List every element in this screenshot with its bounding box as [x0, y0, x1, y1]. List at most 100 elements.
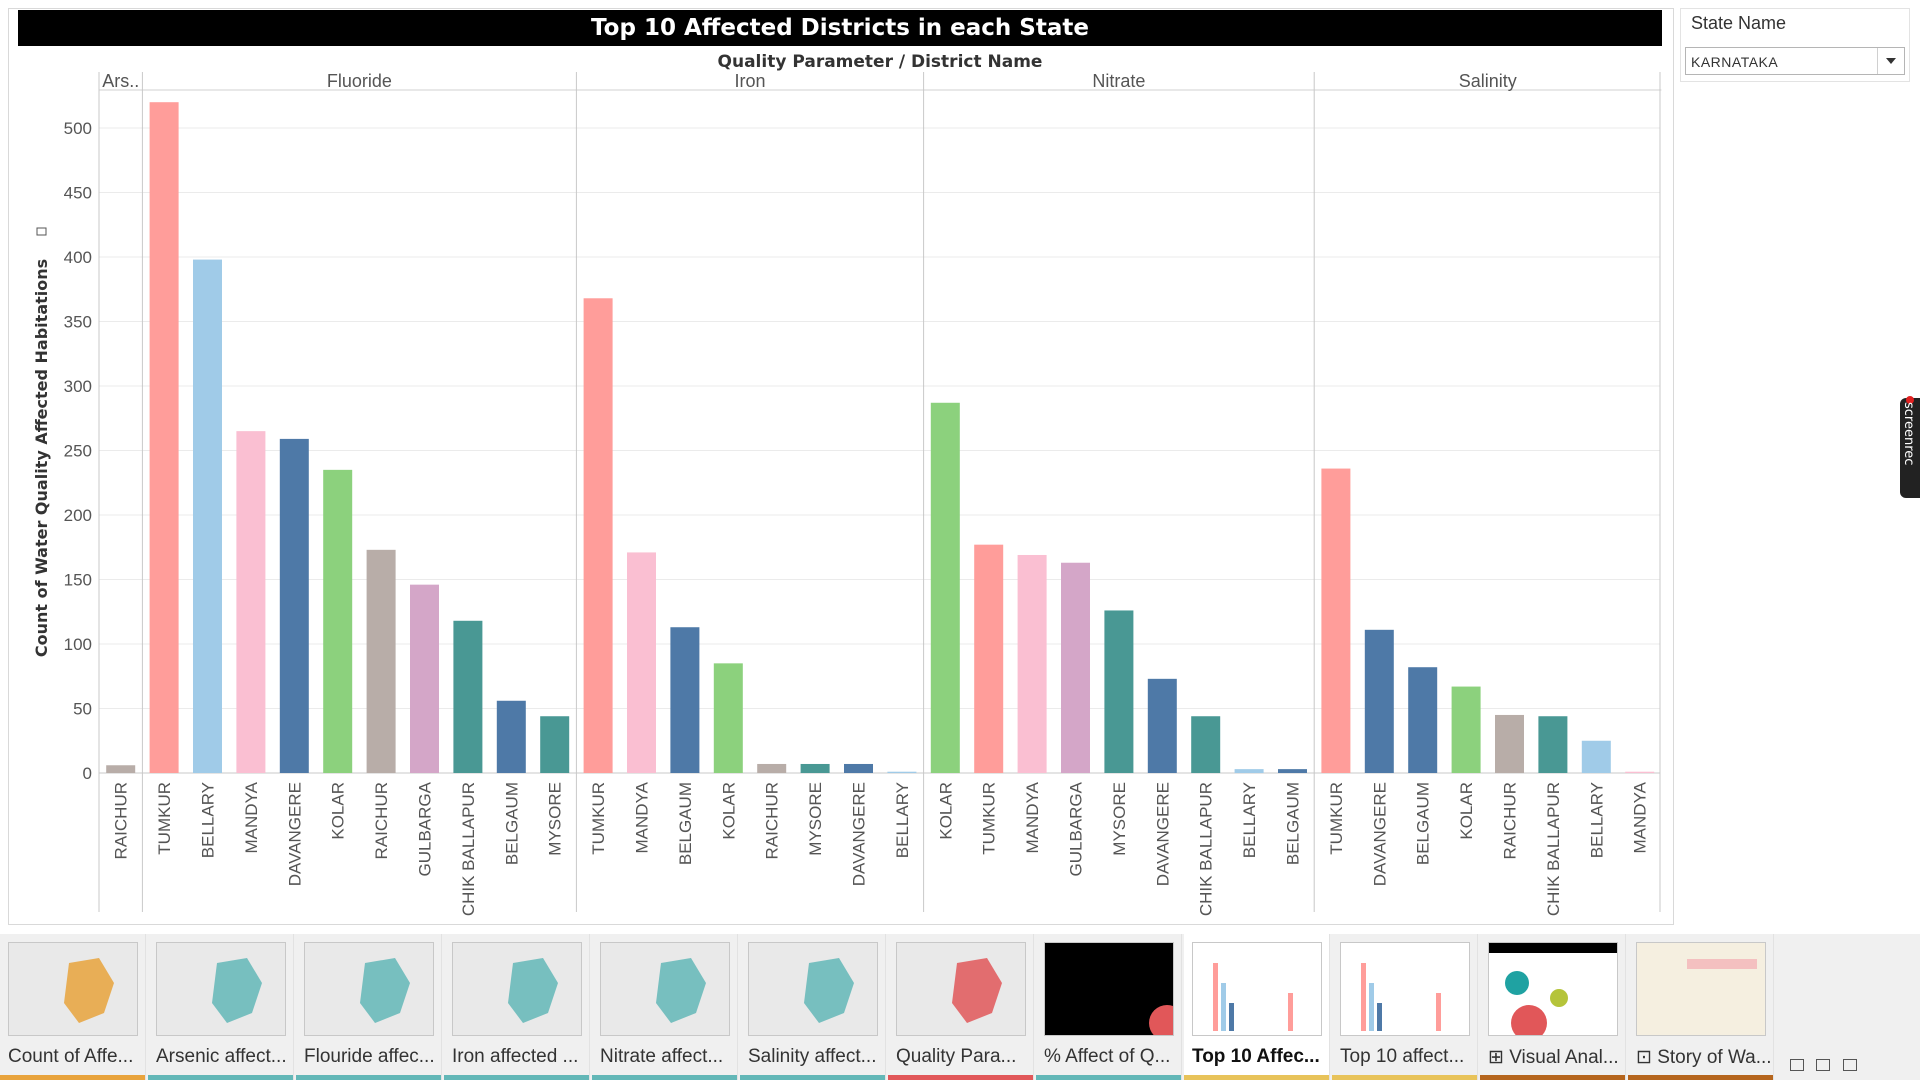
- panel-header: Ars..: [102, 71, 139, 91]
- bar[interactable]: [1321, 468, 1351, 773]
- bar[interactable]: [236, 431, 266, 773]
- bar[interactable]: [583, 298, 613, 773]
- x-tick-label: MYSORE: [546, 782, 565, 856]
- bar[interactable]: [670, 627, 700, 773]
- x-tick-label: BELGAUM: [1284, 782, 1303, 865]
- bar[interactable]: [1104, 610, 1134, 773]
- x-tick-label: MANDYA: [1023, 781, 1042, 853]
- bar[interactable]: [1017, 554, 1047, 773]
- sheet-tab-label: Top 10 affect...: [1340, 1046, 1465, 1067]
- sheet-tab-label: Arsenic affect...: [156, 1046, 287, 1067]
- sheet-thumbnail: [8, 942, 138, 1036]
- x-tick-label: BELLARY: [199, 782, 218, 858]
- bar[interactable]: [149, 102, 179, 773]
- x-tick-label: TUMKUR: [980, 782, 999, 855]
- sheet-tab-label: Salinity affect...: [748, 1046, 877, 1067]
- bar[interactable]: [540, 716, 570, 773]
- panel-header: Fluoride: [327, 71, 392, 91]
- bar[interactable]: [1408, 667, 1438, 773]
- bar[interactable]: [1364, 629, 1394, 773]
- sheet-thumbnail: [304, 942, 434, 1036]
- x-tick-label: MYSORE: [1110, 782, 1129, 856]
- sheet-tab[interactable]: Quality Para...: [888, 934, 1034, 1080]
- bar[interactable]: [627, 552, 656, 773]
- sheet-tab[interactable]: ⊞ Visual Anal...: [1480, 934, 1626, 1080]
- bar[interactable]: [193, 259, 222, 774]
- x-tick-label: BELGAUM: [676, 782, 695, 865]
- sheet-tab[interactable]: Arsenic affect...: [148, 934, 294, 1080]
- x-header-label: Quality Parameter / District Name: [718, 52, 1043, 72]
- view-controls: [1790, 1058, 1918, 1078]
- x-tick-label: BELLARY: [1587, 782, 1606, 858]
- bar[interactable]: [974, 544, 1004, 773]
- bar[interactable]: [1147, 678, 1177, 773]
- x-tick-label: DAVANGERE: [850, 782, 869, 886]
- bar[interactable]: [1581, 740, 1611, 773]
- sheet-tab[interactable]: Flouride affec...: [296, 934, 442, 1080]
- sheet-tab-label: % Affect of Q...: [1044, 1046, 1171, 1067]
- bar[interactable]: [930, 402, 960, 773]
- screenrec-label: screenrec: [1901, 402, 1916, 466]
- bar[interactable]: [453, 620, 483, 773]
- bar[interactable]: [496, 700, 526, 773]
- x-tick-label: MANDYA: [242, 781, 261, 853]
- sheet-tab[interactable]: % Affect of Q...: [1036, 934, 1182, 1080]
- sheet-tab[interactable]: Top 10 affect...: [1332, 934, 1478, 1080]
- x-tick-label: BELLARY: [1240, 782, 1259, 858]
- sheet-tab[interactable]: Nitrate affect...: [592, 934, 738, 1080]
- sheet-tab[interactable]: Top 10 Affec...: [1184, 934, 1330, 1080]
- bar[interactable]: [410, 584, 439, 773]
- sheet-tab-label: Iron affected ...: [452, 1046, 579, 1067]
- x-tick-label: DAVANGERE: [1370, 782, 1389, 886]
- x-tick-label: TUMKUR: [155, 782, 174, 855]
- bar[interactable]: [366, 549, 396, 773]
- screenrec-badge[interactable]: screenrec: [1900, 396, 1920, 498]
- bar[interactable]: [1451, 686, 1481, 773]
- sheet-tab[interactable]: ⊡ Story of Wa...: [1628, 934, 1774, 1080]
- bar-chart: Quality Parameter / District Name Count o…: [32, 52, 1662, 916]
- sheet-tab-label: ⊞ Visual Anal...: [1488, 1047, 1619, 1068]
- grid-view-icon[interactable]: [1790, 1059, 1804, 1071]
- sheet-thumbnail: [600, 942, 730, 1036]
- bar[interactable]: [1234, 769, 1264, 773]
- bar[interactable]: [1538, 716, 1568, 773]
- chevron-down-icon[interactable]: [1877, 48, 1904, 74]
- x-tick-label: RAICHUR: [112, 782, 131, 859]
- record-icon: [1906, 396, 1914, 404]
- bar[interactable]: [106, 765, 136, 773]
- bar[interactable]: [1278, 769, 1307, 773]
- y-tick-label: 450: [64, 184, 92, 203]
- sheet-tab-label: Nitrate affect...: [600, 1046, 724, 1067]
- bar[interactable]: [1061, 562, 1090, 773]
- bar[interactable]: [844, 763, 873, 773]
- bar[interactable]: [800, 763, 830, 773]
- sheet-tab[interactable]: Count of Affe...: [0, 934, 146, 1080]
- bar[interactable]: [713, 663, 743, 773]
- x-tick-label: CHIK BALLAPUR: [1544, 782, 1563, 916]
- x-tick-label: BELLARY: [893, 782, 912, 858]
- bar[interactable]: [757, 763, 787, 773]
- bar[interactable]: [1191, 716, 1221, 773]
- sheet-tab-label: Top 10 Affec...: [1192, 1046, 1320, 1067]
- sheet-tab[interactable]: Salinity affect...: [740, 934, 886, 1080]
- sheet-tab[interactable]: Iron affected ...: [444, 934, 590, 1080]
- bar[interactable]: [279, 438, 309, 773]
- x-tick-label: CHIK BALLAPUR: [459, 782, 478, 916]
- y-axis-label: Count of Water Quality Affected Habitati…: [32, 259, 51, 657]
- sheet-tab-color-bar: [148, 1075, 293, 1080]
- sheet-tab-color-bar: [1184, 1075, 1329, 1080]
- fullscreen-icon[interactable]: [1816, 1059, 1831, 1071]
- sheet-tab-label: Flouride affec...: [304, 1046, 435, 1067]
- bar[interactable]: [1495, 714, 1524, 773]
- y-tick-label: 250: [64, 442, 92, 461]
- bar[interactable]: [1625, 771, 1655, 773]
- bar[interactable]: [887, 771, 917, 773]
- x-tick-label: DAVANGERE: [1153, 782, 1172, 886]
- y-tick-label: 150: [64, 571, 92, 590]
- present-icon[interactable]: [1842, 1059, 1857, 1071]
- state-dropdown[interactable]: KARNATAKA: [1685, 47, 1905, 75]
- y-tick-label: 100: [64, 635, 92, 654]
- sheet-thumbnail: [1192, 942, 1322, 1036]
- bar[interactable]: [323, 469, 353, 773]
- sheet-thumbnail: [1340, 942, 1470, 1036]
